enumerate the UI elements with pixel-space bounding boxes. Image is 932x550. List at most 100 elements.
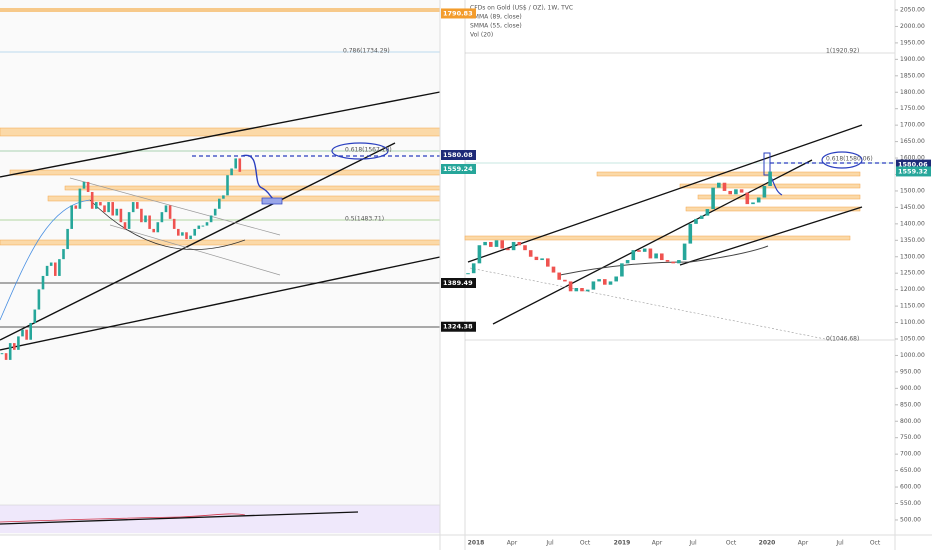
target-box bbox=[763, 152, 771, 176]
y-tick-label: 1050.00 bbox=[900, 336, 925, 343]
fib-label: 0.786(1734.29) bbox=[343, 48, 390, 55]
fib-label: 0(1046.68) bbox=[826, 336, 859, 343]
candle bbox=[506, 248, 510, 251]
y-tick-label: 1400.00 bbox=[900, 220, 925, 227]
candle bbox=[99, 202, 102, 206]
candle bbox=[185, 232, 188, 240]
candle bbox=[0, 353, 4, 355]
y-tick-label: 750.00 bbox=[900, 434, 921, 441]
candle bbox=[557, 272, 561, 280]
candle bbox=[78, 188, 82, 209]
candle bbox=[222, 195, 225, 199]
y-tick-label: 1650.00 bbox=[900, 138, 925, 145]
candle bbox=[197, 225, 201, 229]
candle bbox=[54, 262, 57, 276]
candle bbox=[688, 223, 693, 244]
candle bbox=[29, 322, 32, 340]
y-tick-label: 600.00 bbox=[900, 484, 921, 491]
y-tick-label: 1250.00 bbox=[900, 270, 925, 277]
price-label-box bbox=[896, 166, 931, 177]
zone bbox=[0, 8, 440, 12]
y-tick-label: 1000.00 bbox=[900, 352, 925, 359]
candle bbox=[148, 215, 151, 229]
candle bbox=[160, 212, 164, 223]
legend-entry: CFDs on Gold (US$ / OZ), 1W, TVC bbox=[470, 5, 573, 12]
candle bbox=[201, 225, 205, 227]
candle bbox=[574, 288, 579, 292]
price-label-box bbox=[441, 150, 476, 160]
candle bbox=[568, 281, 573, 292]
candle bbox=[164, 205, 168, 213]
candle bbox=[654, 253, 658, 259]
x-tick-label: Apr bbox=[798, 540, 809, 547]
candle bbox=[477, 245, 482, 264]
y-tick-label: 1450.00 bbox=[900, 204, 925, 211]
y-tick-label: 2050.00 bbox=[900, 7, 925, 14]
candle bbox=[234, 158, 237, 169]
price-label: 1389.49 bbox=[443, 279, 473, 287]
legend-entry: SMMA (55, close) bbox=[470, 23, 522, 30]
y-tick-label: 1150.00 bbox=[900, 303, 925, 310]
candle bbox=[140, 208, 143, 223]
fib-label: 0.618(1567.10) bbox=[345, 147, 392, 154]
candle bbox=[734, 189, 738, 195]
candle bbox=[172, 218, 176, 229]
zone bbox=[64, 185, 441, 191]
trend-line bbox=[0, 91, 441, 178]
candle bbox=[66, 228, 69, 250]
candle bbox=[49, 262, 53, 266]
x-tick-label: Jul bbox=[688, 540, 697, 547]
y-tick-label: 1200.00 bbox=[900, 286, 925, 293]
y-tick-label: 1750.00 bbox=[900, 105, 925, 112]
x-tick-label: 2020 bbox=[759, 540, 776, 547]
x-tick-label: Oct bbox=[726, 540, 737, 547]
zone bbox=[0, 239, 441, 246]
candle bbox=[152, 228, 155, 233]
y-tick-label: 800.00 bbox=[900, 418, 921, 425]
candle bbox=[608, 281, 613, 285]
candle bbox=[597, 279, 601, 282]
y-tick-label: 850.00 bbox=[900, 401, 921, 408]
candle bbox=[631, 250, 636, 261]
candle bbox=[74, 205, 78, 209]
x-tick-label: Oct bbox=[580, 540, 591, 547]
ma-line bbox=[89, 199, 246, 250]
candle bbox=[205, 222, 209, 226]
price-label: 1790.83 bbox=[443, 9, 473, 17]
y-tick-label: 1900.00 bbox=[900, 56, 925, 63]
candle bbox=[115, 208, 119, 216]
y-tick-label: 1350.00 bbox=[900, 237, 925, 244]
ma-line bbox=[0, 199, 91, 321]
trend-line bbox=[492, 159, 813, 325]
candle bbox=[699, 215, 704, 219]
candle bbox=[156, 222, 160, 233]
candle bbox=[768, 171, 772, 187]
candle bbox=[546, 258, 550, 267]
zone bbox=[697, 194, 861, 200]
left-pane bbox=[0, 0, 440, 535]
candle bbox=[90, 191, 94, 209]
legend-entry: SMMA (89, close) bbox=[470, 14, 522, 21]
candle bbox=[517, 241, 522, 246]
candle bbox=[614, 276, 618, 282]
candle bbox=[230, 168, 233, 176]
candle bbox=[213, 208, 217, 216]
x-tick-label: Apr bbox=[652, 540, 663, 547]
candle bbox=[41, 275, 45, 290]
candle bbox=[511, 241, 516, 251]
candle bbox=[4, 353, 8, 360]
projection-arrow bbox=[241, 154, 276, 201]
candle bbox=[131, 202, 135, 213]
candle bbox=[238, 158, 242, 172]
candle bbox=[494, 240, 499, 247]
candle bbox=[585, 289, 590, 292]
x-tick-label: 2018 bbox=[468, 540, 485, 547]
candle bbox=[648, 248, 653, 259]
y-tick-label: 1950.00 bbox=[900, 39, 925, 46]
candle bbox=[218, 198, 221, 209]
candle bbox=[177, 228, 180, 236]
price-label: 1559.32 bbox=[898, 167, 928, 175]
candle bbox=[466, 273, 470, 275]
